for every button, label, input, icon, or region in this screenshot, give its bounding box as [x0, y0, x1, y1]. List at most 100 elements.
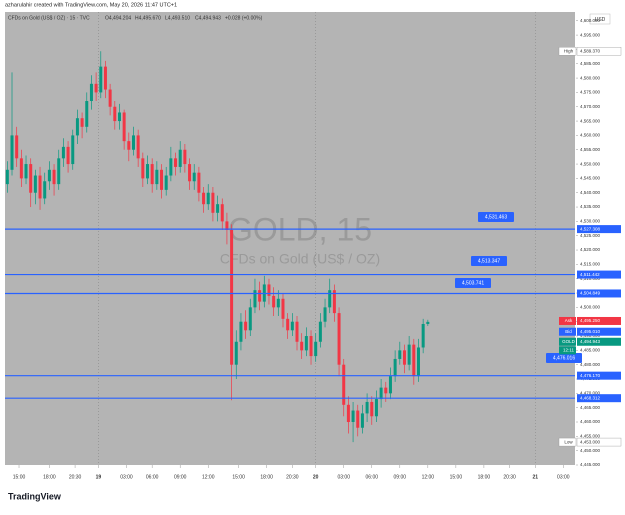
- x-tick-label: 18:00: [478, 474, 491, 480]
- annotation: 4,503.741: [462, 280, 484, 286]
- marker-value: 4,494.943: [580, 339, 601, 344]
- candle-body: [66, 146, 70, 165]
- marker-name-box: [558, 437, 577, 447]
- watermark-sub: CFDs on Gold (US$ / OZ): [220, 251, 380, 267]
- candle-body: [258, 290, 262, 302]
- candle-body: [29, 164, 33, 193]
- candle-body: [150, 164, 154, 185]
- x-tick-label: 18:00: [43, 474, 56, 480]
- logo: TradingView: [8, 491, 62, 501]
- candle-body: [416, 347, 420, 377]
- y-tick-label: 4,560.000: [580, 133, 601, 138]
- x-tick-label: 03:00: [120, 474, 133, 480]
- marker-name-box: [559, 316, 576, 325]
- candle-body: [206, 192, 210, 205]
- candle-body: [234, 341, 238, 365]
- currency: USD: [595, 17, 606, 23]
- y-tick-label: 4,570.000: [580, 104, 601, 109]
- candle-body: [89, 83, 93, 102]
- x-tick-label: 15:00: [13, 474, 26, 480]
- marker-value-box: [576, 47, 622, 56]
- candle-body: [253, 290, 257, 308]
- candle-body: [80, 118, 84, 127]
- candle-body: [113, 106, 117, 122]
- candle-body: [239, 321, 243, 342]
- candle-body: [304, 336, 308, 351]
- candle-body: [57, 158, 61, 185]
- candle-body: [216, 204, 220, 213]
- y-tick-label: 4,455.000: [580, 434, 601, 439]
- candle-body: [337, 313, 341, 365]
- y-tick-label: 4,500.000: [580, 305, 601, 310]
- candle-body: [117, 112, 121, 122]
- axis-label-box: [577, 371, 621, 380]
- annotation-box: [471, 256, 507, 266]
- candle-body: [272, 295, 276, 308]
- annotation: 4,513.347: [478, 258, 500, 264]
- axis-label: 4,527.308: [580, 226, 601, 231]
- candle-body: [85, 101, 89, 127]
- candle-body: [131, 135, 135, 150]
- legend-high: H4,495.670: [135, 15, 161, 21]
- marker-name: Low: [564, 439, 573, 444]
- candle-body: [248, 307, 252, 331]
- candle-body: [164, 175, 168, 190]
- candle-body: [24, 164, 28, 179]
- y-tick-label: 4,450.000: [580, 448, 601, 453]
- candle-body: [230, 229, 234, 365]
- axis-label: 4,476.170: [580, 373, 601, 378]
- y-tick-label: 4,580.000: [580, 75, 601, 80]
- marker-name-box: [559, 327, 576, 336]
- x-tick-label: 12:00: [202, 474, 215, 480]
- legend-change: +0.028 (+0.00%): [225, 15, 263, 21]
- y-tick-label: 4,515.000: [580, 262, 601, 267]
- candle-body: [421, 323, 425, 348]
- axis-label-box: [577, 394, 621, 403]
- candle-body: [127, 141, 131, 150]
- candle-body: [290, 321, 294, 331]
- annotation: 4,476.016: [553, 355, 575, 361]
- candle-body: [328, 290, 332, 308]
- candle-body: [365, 401, 369, 414]
- y-tick-label: 4,525.000: [580, 233, 601, 238]
- y-tick-label: 4,550.000: [580, 161, 601, 166]
- candle-body: [52, 169, 56, 185]
- candle-body: [10, 135, 14, 170]
- candle-body: [19, 158, 23, 179]
- candle-body: [103, 66, 107, 90]
- candle-body: [38, 175, 42, 199]
- candle-body: [346, 404, 350, 423]
- x-tick-label: 06:00: [366, 474, 379, 480]
- candle-body: [155, 169, 159, 185]
- marker-value: 4,495.250: [580, 318, 601, 323]
- x-tick-label: 21: [533, 474, 539, 480]
- marker-name: High: [564, 48, 574, 53]
- x-tick-label: 19: [96, 474, 102, 480]
- candle-body: [75, 118, 79, 136]
- marker-name-box: [559, 337, 576, 346]
- candle-body: [402, 350, 406, 365]
- candle-body: [370, 401, 374, 417]
- y-tick-label: 4,540.000: [580, 190, 601, 195]
- y-tick-label: 4,520.000: [580, 247, 601, 252]
- axis-label: 4,511.442: [580, 272, 600, 277]
- y-tick-label: 4,485.000: [580, 348, 601, 353]
- candle-body: [220, 204, 224, 222]
- candle-body: [318, 321, 322, 342]
- candle-body: [99, 66, 103, 93]
- candle-body: [122, 112, 126, 142]
- candle-body: [384, 387, 388, 394]
- candle-body: [360, 413, 364, 428]
- candle-body: [225, 221, 229, 230]
- x-tick-label: 20:30: [286, 474, 299, 480]
- candle-body: [286, 318, 290, 331]
- axis-label-box: [577, 270, 621, 279]
- header: azharulahir created with TradingView.com…: [5, 2, 177, 8]
- candle-body: [33, 175, 37, 193]
- candle-body: [146, 164, 149, 179]
- marker-value-box: [576, 437, 622, 447]
- y-tick-label: 4,465.000: [580, 405, 601, 410]
- currency-box[interactable]: [589, 13, 611, 25]
- annotation-box: [546, 353, 582, 363]
- x-tick-label: 15:00: [232, 474, 245, 480]
